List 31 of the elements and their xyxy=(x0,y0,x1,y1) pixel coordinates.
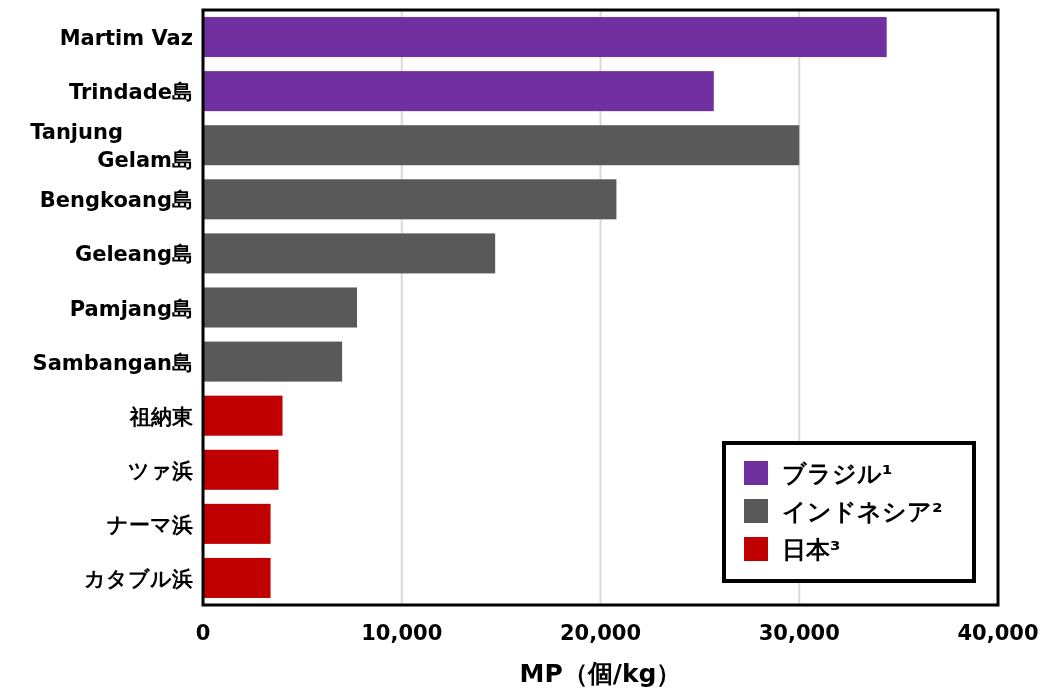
legend-label: 日本³ xyxy=(782,536,841,564)
x-tick-label: 20,000 xyxy=(559,621,642,645)
y-tick-label: ナーマ浜 xyxy=(107,512,193,537)
x-axis-title: MP（個/kg） xyxy=(519,659,682,688)
bar xyxy=(203,233,496,274)
y-tick-label: Geleang島 xyxy=(74,242,193,267)
bar xyxy=(203,125,800,166)
y-tick-label: Pamjang島 xyxy=(69,296,193,321)
bar xyxy=(203,179,617,220)
y-tick-label: Sambangan島 xyxy=(32,350,193,375)
legend-label: インドネシア² xyxy=(782,498,943,526)
bar xyxy=(203,503,271,544)
x-tick-label: 0 xyxy=(195,621,211,645)
y-tick-label: Trindade島 xyxy=(68,80,193,105)
y-tick-label: ツァ浜 xyxy=(128,458,193,483)
y-tick-label: Bengkoang島 xyxy=(39,188,193,213)
bar xyxy=(203,341,343,382)
x-tick-label: 40,000 xyxy=(957,621,1039,645)
bar xyxy=(203,557,271,598)
bar xyxy=(203,17,887,58)
bar xyxy=(203,287,358,328)
x-tick-label: 10,000 xyxy=(361,621,443,645)
bar xyxy=(203,449,279,490)
legend-label: ブラジル¹ xyxy=(782,460,893,488)
y-tick-label: 祖納東 xyxy=(129,404,193,429)
y-tick-label: Tanjung Gelam島 xyxy=(30,120,193,173)
y-tick-label: カタブル浜 xyxy=(84,566,193,591)
y-tick-label: Martim Vaz xyxy=(59,26,193,51)
x-tick-label: 30,000 xyxy=(758,621,840,645)
bar xyxy=(203,71,714,112)
bar xyxy=(203,395,283,436)
